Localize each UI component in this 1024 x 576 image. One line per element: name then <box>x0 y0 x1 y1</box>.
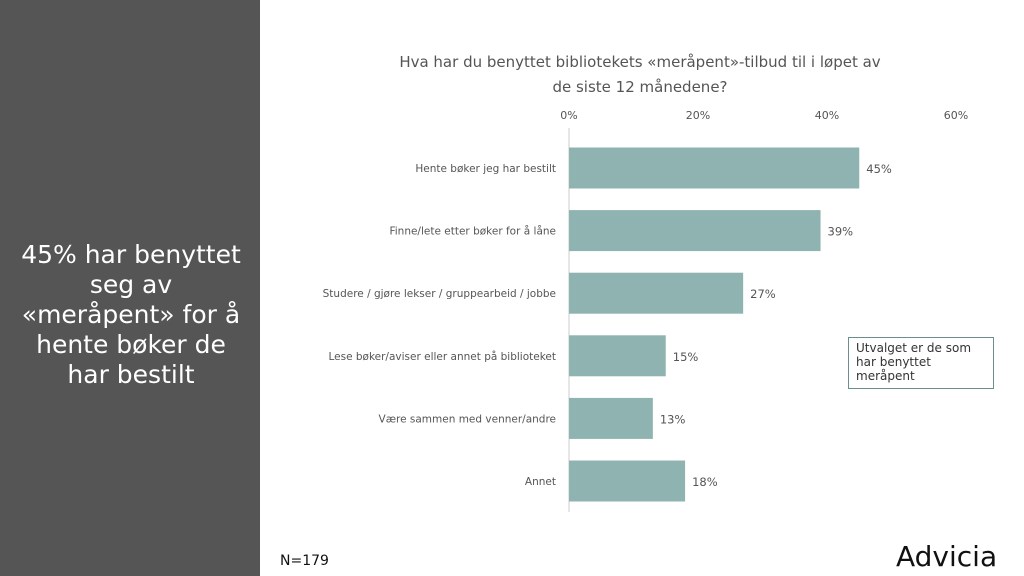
sidebar-panel: 45% har benyttet seg av «meråpent» for å… <box>0 0 260 576</box>
data-label: 13% <box>660 412 686 426</box>
headline: 45% har benyttet seg av «meråpent» for å… <box>21 240 241 389</box>
category-label: Hente bøker jeg har bestilt <box>415 163 556 175</box>
category-label: Finne/lete etter bøker for å låne <box>389 225 556 238</box>
sample-size-label: N=179 <box>280 553 329 569</box>
bar <box>569 147 860 189</box>
bar <box>569 272 744 314</box>
x-tick-label: 60% <box>944 109 968 122</box>
bar <box>569 460 686 502</box>
data-label: 18% <box>692 475 718 489</box>
category-label: Annet <box>525 476 556 488</box>
chart-title-line-2: de siste 12 månedene? <box>552 78 728 96</box>
bar <box>569 335 666 377</box>
data-label: 45% <box>866 162 892 176</box>
x-tick-label: 0% <box>560 109 577 122</box>
bar <box>569 210 821 252</box>
data-label: 27% <box>750 287 776 301</box>
x-tick-label: 40% <box>815 109 839 122</box>
category-label: Studere / gjøre lekser / gruppearbeid / … <box>323 288 556 300</box>
data-label: 39% <box>828 225 854 239</box>
advicia-logo: Advicia <box>896 540 998 573</box>
category-label: Lese bøker/aviser eller annet på bibliot… <box>328 350 556 363</box>
x-tick-label: 20% <box>686 109 710 122</box>
chart-title: Hva har du benyttet bibliotekets «meråpe… <box>330 50 950 100</box>
chart-title-line-1: Hva har du benyttet bibliotekets «meråpe… <box>399 53 881 71</box>
category-label: Være sammen med venner/andre <box>379 413 556 425</box>
bar <box>569 397 653 439</box>
sample-note: Utvalget er de som har benyttet meråpent <box>848 337 994 389</box>
data-label: 15% <box>673 350 699 364</box>
